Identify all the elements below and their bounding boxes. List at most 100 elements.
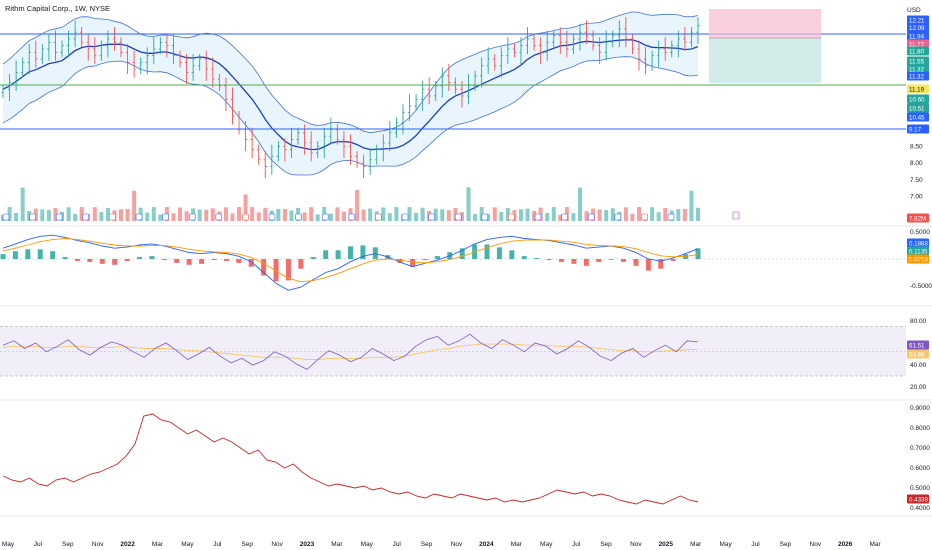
macd-histogram-bar bbox=[695, 248, 701, 259]
macd-line bbox=[2, 234, 699, 291]
stop-loss-zone bbox=[709, 9, 821, 38]
time-axis-label: Sep bbox=[780, 541, 792, 548]
macd-histogram-bar bbox=[645, 259, 651, 271]
indicator-tick-label: 0.5000 bbox=[910, 485, 930, 492]
event-marker bbox=[428, 213, 435, 221]
macd-histogram-bar bbox=[348, 246, 353, 259]
event-marker bbox=[454, 213, 462, 221]
price-value-label-bg bbox=[907, 94, 929, 104]
macd-histogram-bar bbox=[323, 250, 329, 259]
bollinger-band-fill bbox=[3, 11, 698, 176]
event-marker bbox=[375, 213, 382, 221]
indicator-tick-label: 0.9000 bbox=[910, 405, 930, 412]
macd-histogram-bar bbox=[459, 248, 465, 259]
volume-bar bbox=[73, 213, 78, 221]
indicator-value-label-bg bbox=[907, 494, 929, 504]
rsi-value-label: 61.51 bbox=[909, 342, 925, 349]
volume-bar bbox=[551, 207, 556, 221]
macd-histogram-bar bbox=[25, 249, 31, 259]
macd-value-label-bg bbox=[907, 246, 929, 256]
volume-bar bbox=[204, 209, 209, 221]
price-value-label: 12.21 bbox=[909, 17, 925, 24]
volume-bar bbox=[125, 208, 130, 221]
volume-bar bbox=[243, 194, 248, 221]
event-marker bbox=[614, 213, 622, 221]
volume-bar bbox=[479, 207, 484, 221]
macd-histogram-bar bbox=[422, 259, 428, 260]
volume-bar bbox=[151, 207, 156, 221]
event-marker bbox=[55, 213, 63, 221]
time-axis-label: Jul bbox=[572, 541, 581, 548]
indicator-line bbox=[2, 413, 699, 505]
time-axis-label: Sep bbox=[62, 541, 74, 548]
macd-histogram-bar bbox=[496, 247, 502, 259]
price-scale-labels: 12.2112.0911.9411.7711.8011.5511.3211.32… bbox=[907, 15, 929, 504]
event-marker bbox=[481, 213, 489, 221]
macd-tick-label: -0.5000 bbox=[910, 283, 932, 290]
rsi-value-label-bg bbox=[907, 349, 929, 359]
volume-bar bbox=[237, 207, 242, 221]
macd-histogram-bar bbox=[174, 259, 180, 263]
volume-bar bbox=[571, 213, 576, 221]
macd-histogram-bar bbox=[124, 259, 130, 261]
volume-bar bbox=[381, 207, 386, 221]
time-axis-label: Nov bbox=[271, 541, 283, 548]
volume-bar bbox=[223, 207, 228, 221]
volume-bar bbox=[459, 212, 464, 221]
volume-bar bbox=[355, 189, 360, 221]
volume-bar bbox=[577, 187, 582, 221]
time-axis-label: Jul bbox=[751, 541, 760, 548]
price-value-label: 10.51 bbox=[909, 105, 925, 112]
indicator-tick-label: 0.4000 bbox=[910, 505, 930, 512]
rsi-line bbox=[2, 333, 699, 370]
volume-bar bbox=[473, 214, 478, 221]
volume-bar bbox=[27, 211, 32, 221]
price-value-label-bg bbox=[907, 71, 929, 81]
event-marker bbox=[534, 213, 542, 221]
time-axis-label: 2026 bbox=[838, 541, 853, 548]
volume-bar bbox=[492, 207, 497, 221]
volume-bar bbox=[158, 214, 163, 221]
volume-bar bbox=[676, 209, 681, 221]
time-axis-label: 2023 bbox=[300, 541, 315, 548]
event-marker bbox=[188, 213, 196, 221]
macd-histogram-bar bbox=[335, 250, 341, 259]
volume-bar bbox=[361, 209, 366, 221]
time-axis-label: Jul bbox=[393, 541, 402, 548]
rsi-value-label-bg bbox=[907, 340, 929, 350]
price-value-label: 11.32 bbox=[909, 73, 925, 80]
volume-bar bbox=[263, 207, 268, 221]
event-marker-future bbox=[732, 211, 740, 220]
price-value-label-bg bbox=[907, 64, 929, 74]
volume-bar bbox=[682, 208, 687, 221]
macd-value-label: 0.1888 bbox=[909, 240, 928, 247]
volume-bar bbox=[145, 212, 150, 221]
price-tick-label: 8.00 bbox=[910, 160, 923, 167]
currency-label: USD bbox=[907, 7, 921, 14]
event-marker bbox=[135, 213, 143, 221]
time-axis-label: 2022 bbox=[120, 541, 135, 548]
time-axis-label: Jul bbox=[34, 541, 43, 548]
price-value-label-bg bbox=[907, 15, 929, 25]
time-axis-label: 2025 bbox=[659, 541, 674, 548]
macd-value-label-bg bbox=[907, 238, 929, 248]
time-axis-label: May bbox=[719, 541, 732, 548]
macd-histogram-bar bbox=[521, 256, 527, 259]
volume-bar bbox=[184, 211, 189, 221]
macd-histogram-bar bbox=[608, 259, 614, 260]
price-value-label-bg bbox=[907, 103, 929, 113]
rsi-band bbox=[0, 326, 906, 376]
time-axis-label: Mar bbox=[511, 541, 523, 548]
time-axis-label: Mar bbox=[869, 541, 881, 548]
volume-bar bbox=[525, 208, 530, 221]
volume-bar bbox=[341, 211, 346, 221]
indicator-tick-label: 0.7000 bbox=[910, 445, 930, 452]
macd-value-label-bg bbox=[907, 254, 929, 264]
volume-bar bbox=[302, 212, 307, 221]
volume-bar bbox=[20, 187, 25, 221]
macd-histogram-bar bbox=[285, 259, 291, 281]
volume-bar bbox=[197, 209, 202, 221]
event-marker bbox=[215, 213, 223, 221]
macd-panel: 0.5000 -0.5000 bbox=[0, 229, 932, 291]
